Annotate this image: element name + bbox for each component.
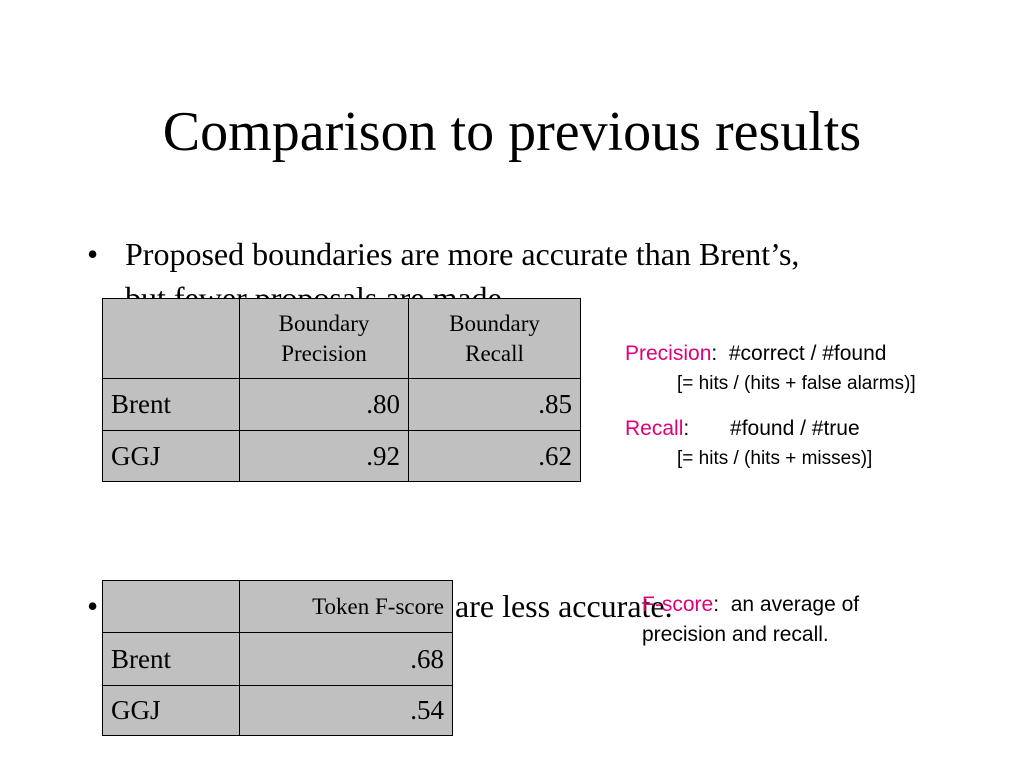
table: Boundary Precision Boundary Recall Brent…: [102, 298, 581, 482]
note-definition: : #correct / #found: [711, 342, 887, 365]
table-header: [102, 580, 240, 633]
table-cell: .62: [408, 430, 581, 482]
table-cell: GGJ: [102, 685, 240, 736]
table-header: Boundary Recall: [408, 298, 581, 379]
note-term: Recall: [625, 417, 684, 440]
note: Precision: #correct / #found: [625, 342, 886, 366]
note-detail: [= hits / (hits + false alarms)]: [677, 373, 916, 394]
table-header: Token F-score: [239, 580, 453, 633]
table-cell: .92: [239, 430, 409, 482]
table-cell: Brent: [102, 632, 240, 686]
table-header: [102, 298, 240, 379]
bullet-dot: •: [87, 236, 99, 272]
table-header: Boundary Precision: [239, 298, 409, 379]
table: Token F-score Brent .68 GGJ .54: [102, 580, 453, 736]
table-cell: Brent: [102, 378, 240, 431]
bullet-dot: •: [87, 588, 99, 624]
note-definition: : #found / #true: [683, 417, 860, 440]
note-term: Precision: [625, 342, 712, 365]
table-cell: .80: [239, 378, 409, 431]
table-cell: .54: [239, 685, 453, 736]
note-term: F-score: [642, 593, 714, 616]
table-cell: GGJ: [102, 430, 240, 482]
table-cell: .68: [239, 632, 453, 686]
slide-title: Comparison to previous results: [162, 101, 862, 163]
note: Recall: #found / #true: [625, 417, 860, 441]
bullet-text: are less accurate.: [455, 588, 673, 624]
table-cell: .85: [408, 378, 581, 431]
note-definition: : an average of precision and recall.: [642, 593, 865, 646]
note-detail: [= hits / (hits + misses)]: [677, 448, 873, 469]
note: F-score: an average of precision and rec…: [642, 590, 932, 650]
